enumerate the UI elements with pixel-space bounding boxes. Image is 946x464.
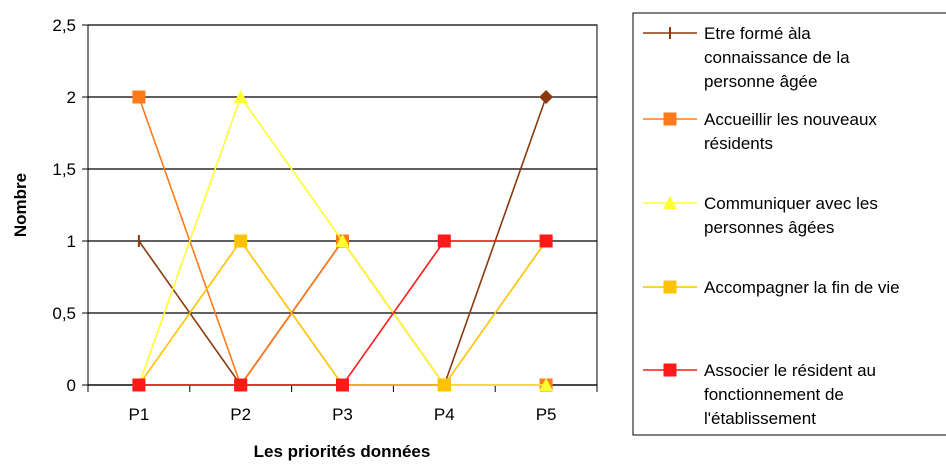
legend-item-2: Accueillir les nouveaux résidents <box>643 110 877 153</box>
legend-box <box>632 12 946 436</box>
legend-label: connaissance de la <box>704 48 850 67</box>
legend-label: personne âgée <box>704 72 817 91</box>
y-tick-label: 0 <box>67 376 76 395</box>
legend-label: Communiquer avec les <box>704 194 878 213</box>
data-point <box>539 234 553 248</box>
y-tick-label: 1 <box>67 232 76 251</box>
data-point <box>437 378 451 392</box>
x-axis-title: Les priorités données <box>254 442 431 461</box>
legend-item-1: Etre formé àla connaissance de la personne… <box>643 24 850 91</box>
legend-label: Accompagner la fin de vie <box>704 278 900 297</box>
y-axis: 0 0,5 1 1,5 2 2,5 <box>52 16 88 395</box>
legend-label: personnes âgées <box>704 218 834 237</box>
data-point <box>335 234 350 247</box>
legend-label: Accueillir les nouveaux <box>704 110 877 129</box>
data-point <box>234 378 248 392</box>
data-point <box>437 234 451 248</box>
data-point <box>539 90 554 104</box>
y-tick-label: 2 <box>67 88 76 107</box>
legend-label: l'établissement <box>704 409 816 428</box>
data-point <box>233 90 248 103</box>
legend-label: Associer le résident au <box>704 361 876 380</box>
x-tick-label: P5 <box>536 405 557 424</box>
x-tick-label: P4 <box>434 405 455 424</box>
data-point <box>132 90 146 104</box>
legend-swatch-marker <box>663 363 677 377</box>
series-5 <box>132 234 553 392</box>
data-point <box>336 378 349 392</box>
legend-item-3: Communiquer avec les personnes âgées <box>643 194 878 237</box>
legend-swatch-marker <box>663 280 677 294</box>
legend-item-4: Accompagner la fin de vie <box>643 278 900 297</box>
legend: Etre formé àla connaissance de la personne… <box>632 12 946 436</box>
legend-label: fonctionnement de <box>704 385 844 404</box>
series-layer <box>131 90 554 392</box>
plot-area <box>87 24 598 386</box>
legend-swatch-marker <box>663 112 677 126</box>
y-tick-label: 2,5 <box>52 16 76 35</box>
legend-item-5: Associer le résident au fonctionnement de… <box>643 361 876 428</box>
legend-swatch-marker <box>663 196 677 209</box>
data-point <box>132 378 146 392</box>
y-tick-label: 1,5 <box>52 160 76 179</box>
legend-label: résidents <box>704 134 773 153</box>
legend-label: Etre formé àla <box>704 24 811 43</box>
data-point <box>234 234 248 248</box>
x-tick-label: P2 <box>230 405 251 424</box>
y-tick-label: 0,5 <box>52 304 76 323</box>
x-tick-label: P3 <box>332 405 353 424</box>
data-point <box>539 378 554 391</box>
y-axis-title: Nombre <box>11 173 30 237</box>
x-tick-label: P1 <box>129 405 150 424</box>
plot-frame <box>87 24 598 386</box>
